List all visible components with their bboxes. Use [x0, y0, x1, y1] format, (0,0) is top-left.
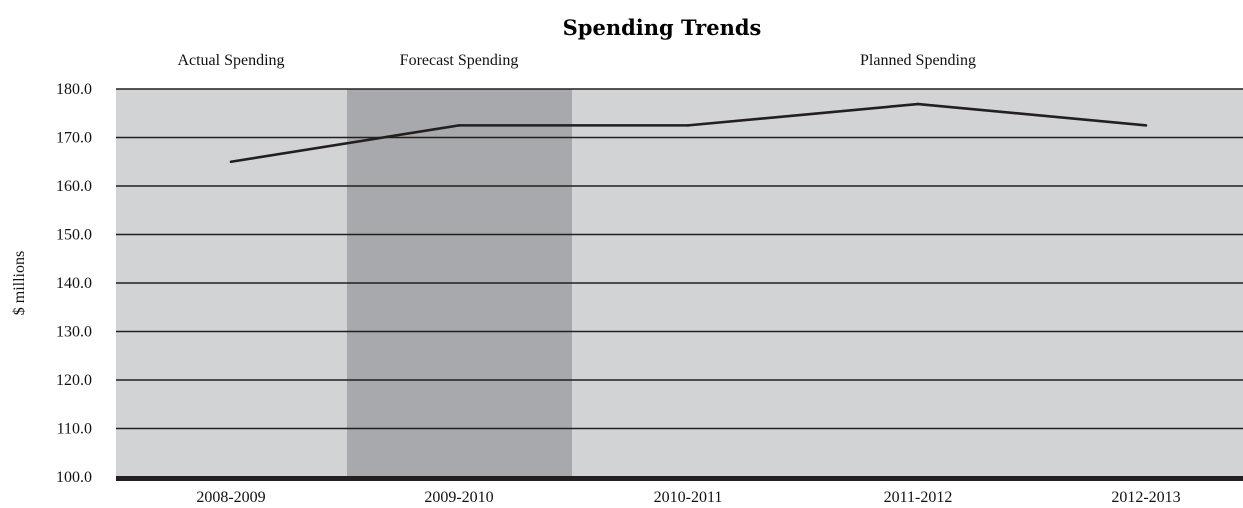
region-label-actual: Actual Spending: [177, 52, 284, 69]
data-point: [686, 124, 690, 127]
x-tick-label: 2011-2012: [884, 489, 953, 506]
y-tick-label: 110.0: [57, 421, 92, 438]
y-tick-label: 130.0: [56, 324, 92, 341]
data-point: [457, 124, 461, 127]
y-tick-label: 140.0: [56, 275, 92, 292]
series-layer: [229, 102, 1148, 164]
x-axis-ticks: 2008-2009 2009-2010 2010-2011 2011-2012 2012…: [196, 489, 1180, 506]
y-tick-label: 120.0: [56, 372, 92, 389]
region-label-forecast: Forecast Spending: [400, 52, 519, 69]
y-axis-ticks: 100.0 110.0 120.0 130.0 140.0 150.0 160.0 170.0…: [56, 81, 92, 486]
y-tick-label: 160.0: [56, 178, 92, 195]
chart-title: Spending Trends: [563, 15, 762, 40]
x-axis-baseline: [116, 476, 1243, 481]
x-tick-label: 2008-2009: [196, 489, 265, 506]
data-point: [229, 160, 233, 164]
y-tick-label: 180.0: [56, 81, 92, 98]
x-tick-label: 2010-2011: [654, 489, 723, 506]
gridlines: [116, 88, 1243, 481]
y-axis-label: $ millions: [11, 251, 28, 315]
data-point: [916, 102, 920, 106]
y-tick-label: 100.0: [56, 469, 92, 486]
x-tick-label: 2009-2010: [424, 489, 493, 506]
y-tick-label: 150.0: [56, 227, 92, 244]
x-tick-label: 2012-2013: [1111, 489, 1180, 506]
y-tick-label: 170.0: [56, 130, 92, 147]
data-point: [1144, 124, 1148, 127]
region-label-planned: Planned Spending: [860, 52, 976, 69]
